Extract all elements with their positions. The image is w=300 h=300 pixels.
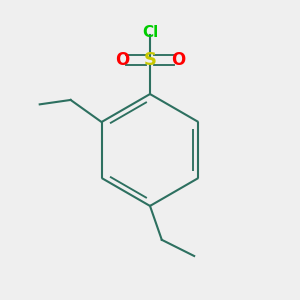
Text: Cl: Cl: [142, 25, 158, 40]
Text: O: O: [115, 51, 129, 69]
Text: O: O: [171, 51, 185, 69]
Text: S: S: [143, 51, 157, 69]
